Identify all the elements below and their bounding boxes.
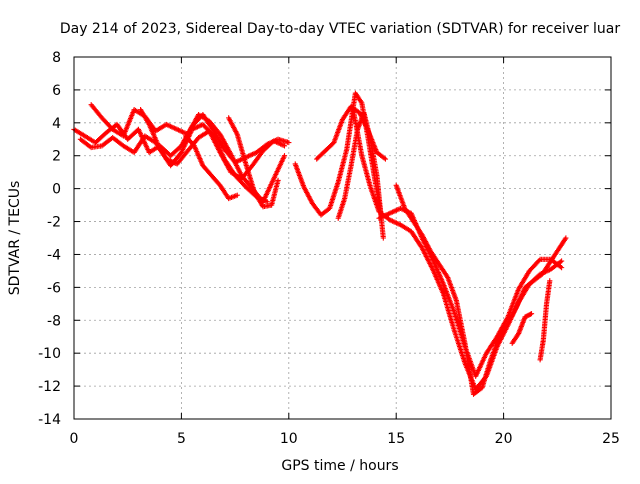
x-tick-label: 20 [495, 431, 513, 447]
y-tick-label: -4 [47, 247, 61, 263]
y-tick-label: -12 [38, 379, 61, 395]
y-axis-label: SDTVAR / TECUs [7, 181, 23, 296]
grid [74, 57, 611, 419]
data-point [281, 153, 288, 159]
series-track-8 [314, 103, 389, 162]
plot-frame [73, 56, 612, 420]
series-track-10 [350, 107, 565, 392]
data-point [286, 139, 292, 146]
data-point [234, 192, 240, 198]
x-axis-label: GPS time / hours [281, 458, 398, 474]
series-track-5 [226, 115, 281, 210]
series-track-14 [537, 278, 553, 363]
data-point [382, 156, 389, 162]
y-tick-label: 2 [52, 149, 61, 165]
series-track-13 [509, 311, 535, 346]
y-tick-label: -8 [47, 313, 61, 329]
data-point [275, 177, 281, 184]
data-point [563, 235, 569, 241]
data-point [281, 143, 288, 149]
x-tick-label: 10 [280, 431, 298, 447]
axes: 0 5 10 15 20 25 -14 -12 -10 -8 -6 -4 -2 0 2 4 6 8 [38, 50, 620, 447]
data-point [558, 265, 565, 271]
series-track-12 [393, 182, 569, 397]
series-track-9 [335, 110, 386, 241]
data-point [536, 257, 542, 264]
data-point [547, 278, 553, 284]
chart-title: Day 214 of 2023, Sidereal Day-to-day VTE… [60, 21, 621, 37]
y-tick-label: 0 [52, 182, 61, 198]
x-tick-label: 0 [70, 431, 79, 447]
y-tick-label: -14 [38, 412, 61, 428]
data-point [528, 311, 535, 317]
series-track-7 [292, 90, 384, 218]
y-tick-label: 6 [52, 83, 61, 99]
data-points [71, 90, 569, 397]
y-tick-label: 4 [52, 116, 61, 132]
y-tick-label: -6 [47, 280, 61, 296]
data-point [380, 235, 386, 241]
y-tick-label: -2 [47, 215, 61, 231]
y-tick-label: -10 [38, 346, 61, 362]
data-point [558, 258, 565, 264]
x-tick-label: 25 [602, 431, 620, 447]
x-tick-label: 15 [387, 431, 405, 447]
y-tick-label: 8 [52, 50, 61, 66]
x-tick-label: 5 [177, 431, 186, 447]
series-track-6 [183, 133, 240, 202]
